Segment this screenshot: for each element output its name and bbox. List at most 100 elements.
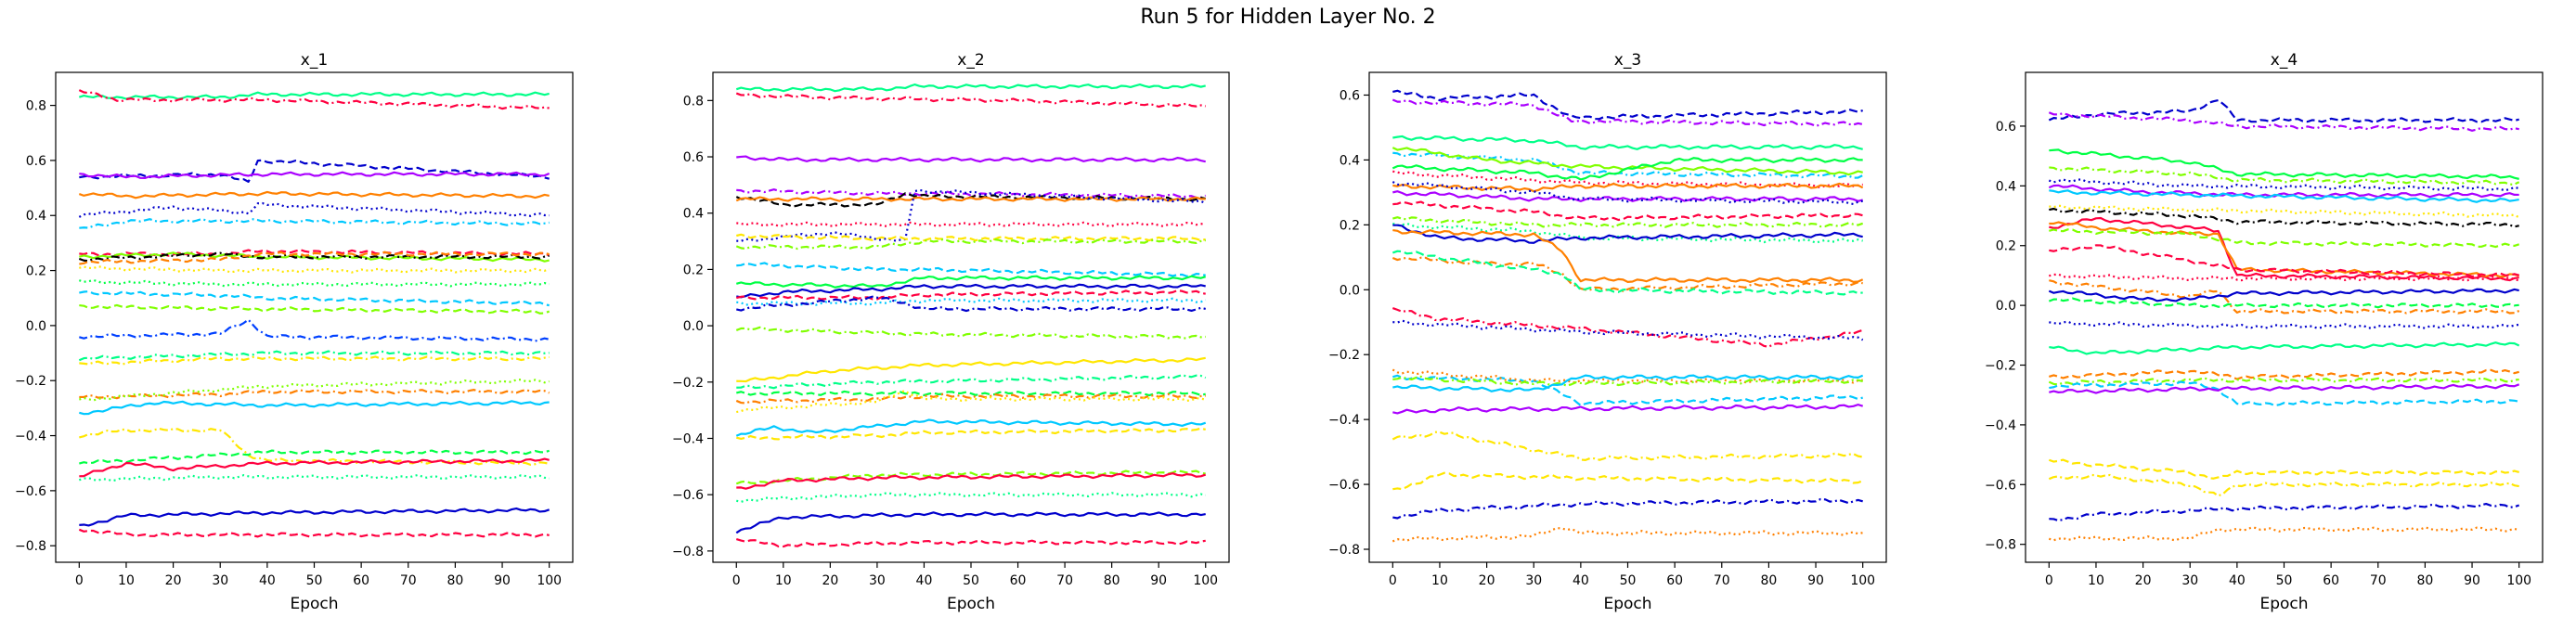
series-line (736, 155, 1206, 163)
x-tick-label: 30 (212, 573, 228, 588)
series-line (1392, 404, 1864, 415)
series-line (1392, 471, 1864, 491)
subplot-title: x_3 (1614, 51, 1641, 70)
x-tick-label: 100 (1193, 573, 1218, 588)
series-line (2048, 184, 2519, 199)
series-line (78, 350, 550, 362)
y-tick-label: −0.8 (15, 539, 46, 554)
y-tick-label: 0.8 (683, 94, 704, 109)
series-line (79, 159, 550, 183)
series-line (78, 528, 550, 538)
series-line (78, 473, 550, 482)
y-tick-label: 0.6 (26, 154, 46, 169)
y-tick-label: 0.2 (1996, 239, 2016, 254)
y-tick-label: −0.8 (1328, 543, 1360, 558)
y-tick-label: 0.2 (683, 263, 704, 277)
series-line (2048, 98, 2519, 123)
y-tick-label: 0.0 (683, 319, 704, 334)
axes-frame (55, 71, 574, 563)
subplot-title: x_1 (301, 51, 328, 70)
series-line (736, 289, 1206, 301)
series-line (1392, 431, 1863, 461)
series-line (1392, 182, 1864, 193)
x-tick-label: 50 (963, 573, 979, 588)
x-tick-label: 100 (2506, 573, 2531, 588)
y-tick-label: −0.4 (1985, 418, 2016, 433)
series-line (736, 262, 1207, 277)
series-line (1392, 497, 1863, 520)
series-line (1392, 157, 1863, 181)
series-line (78, 251, 550, 263)
x-tick-label: 70 (2370, 573, 2387, 588)
subplot-x3: 0 10 20 30 40 50 60 70 80 90 100 −0.8 −0.6 −0.4 −0.2 0.… (1328, 51, 1887, 613)
series-line (2049, 320, 2519, 329)
series-line (735, 238, 1206, 251)
series-line (79, 218, 550, 229)
series-line (1392, 375, 1863, 387)
x-axis-label: Epoch (1603, 595, 1651, 613)
y-tick-label: −0.8 (1985, 538, 2016, 553)
series-line (2049, 216, 2519, 282)
x-tick-label: 100 (1850, 573, 1875, 588)
series-line (735, 537, 1206, 548)
series-line (736, 233, 1206, 242)
series-line (1392, 216, 1864, 228)
x-tick-label: 10 (1431, 573, 1448, 588)
series-line (78, 379, 550, 402)
x-tick-label: 60 (353, 573, 369, 588)
series-line (736, 297, 1207, 306)
series-line (2049, 204, 2520, 219)
x-tick-label: 0 (1389, 573, 1397, 588)
series-line (79, 389, 550, 400)
y-tick-label: 0.4 (1996, 179, 2016, 194)
x-tick-label: 10 (2088, 573, 2104, 588)
series-line (1392, 374, 1863, 407)
subplot-title: x_4 (2271, 51, 2298, 70)
series-line (1392, 256, 1863, 292)
y-tick-label: −0.4 (672, 431, 704, 446)
x-tick-label: 80 (447, 573, 463, 588)
series-line (2048, 473, 2519, 497)
series-line (2049, 502, 2520, 522)
y-tick-label: −0.6 (672, 488, 704, 503)
series-line (1392, 89, 1863, 121)
series-line (79, 249, 550, 257)
series-line (79, 449, 550, 465)
series-line (735, 392, 1206, 405)
series-line (736, 492, 1206, 504)
series-line (736, 283, 1206, 299)
y-tick-label: 0.2 (1340, 218, 1360, 233)
series-line (2049, 368, 2519, 380)
x-tick-label: 50 (1620, 573, 1637, 588)
series-line (1392, 181, 1863, 206)
series-line (736, 390, 1206, 414)
y-tick-label: 0.4 (683, 207, 704, 222)
y-tick-label: −0.8 (672, 545, 704, 559)
y-tick-label: 0.8 (26, 99, 46, 114)
series-line (1392, 135, 1863, 150)
series-line (2049, 244, 2519, 278)
series-line (735, 83, 1206, 93)
series-line (736, 374, 1207, 390)
x-tick-label: 50 (306, 573, 323, 588)
x-tick-label: 60 (1666, 573, 1683, 588)
x-tick-label: 10 (775, 573, 792, 588)
series-line (736, 295, 1206, 313)
series-line (79, 400, 550, 416)
series-line (736, 188, 1207, 199)
series-line (2048, 178, 2519, 192)
series-line (2048, 288, 2519, 302)
series-line (735, 418, 1207, 437)
series-line (2049, 380, 2519, 407)
y-tick-label: 0.0 (1340, 283, 1360, 298)
series-line (2049, 341, 2520, 355)
series-line (1392, 374, 1864, 392)
series-line (1392, 250, 1863, 296)
series-line (736, 188, 1207, 242)
y-tick-label: 0.4 (1340, 153, 1360, 168)
y-tick-label: −0.6 (1328, 478, 1360, 493)
subplot-title: x_2 (957, 51, 984, 70)
x-tick-label: 10 (118, 573, 135, 588)
y-tick-label: 0.6 (1996, 120, 2016, 135)
